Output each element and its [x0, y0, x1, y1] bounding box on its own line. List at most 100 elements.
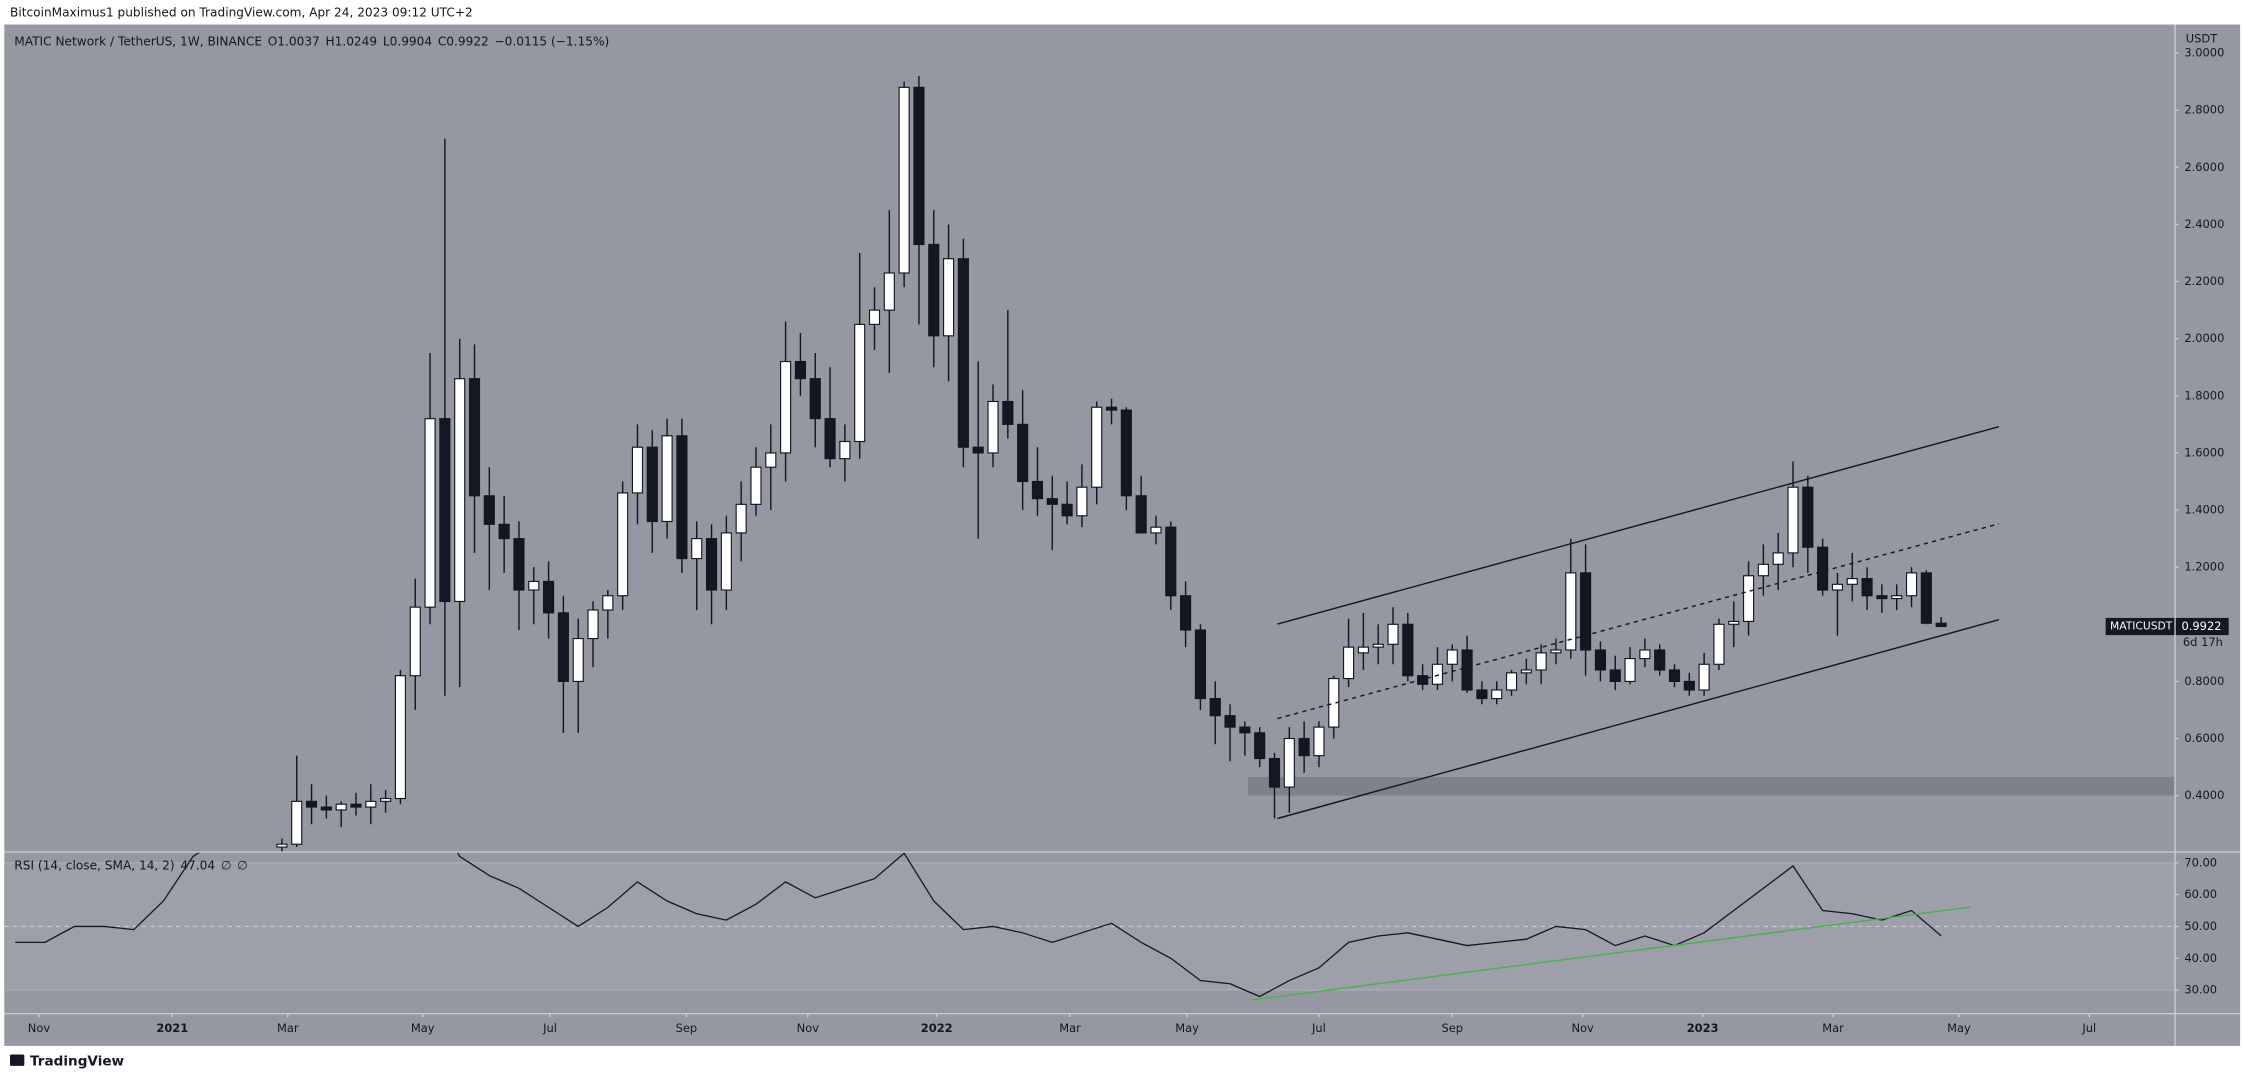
candle-body: [617, 492, 629, 597]
candle-body: [705, 538, 718, 591]
candle-body: [883, 272, 895, 311]
candle-body: [1594, 649, 1606, 671]
x-tick-label: Mar: [1822, 1021, 1844, 1035]
candle-body: [1002, 400, 1014, 425]
candle-body: [854, 323, 866, 443]
candle-body: [1165, 526, 1177, 597]
ohlc-value: 0.9904: [390, 34, 433, 48]
price-pane: [276, 75, 2175, 852]
candle-body: [809, 378, 821, 420]
y-tick-label: 30.00: [2184, 983, 2217, 997]
x-tick-label: Sep: [676, 1021, 698, 1035]
rsi-trendline: [1252, 906, 1971, 1001]
candle-body: [1417, 675, 1429, 685]
y-tick-label: 2.4000: [2184, 217, 2224, 231]
x-tick-label: Jul: [542, 1021, 557, 1035]
candle-body: [409, 606, 421, 677]
symbol-header: MATIC Network / TetherUS, 1W, BINANCE O1.…: [14, 34, 609, 48]
rsi-na: ∅: [221, 858, 232, 872]
candle-body: [1283, 737, 1295, 788]
candle-body: [1431, 663, 1444, 685]
candle-body: [1461, 649, 1473, 691]
candle-body: [1609, 669, 1621, 682]
candle-body: [394, 675, 407, 800]
x-tick-label: 2022: [921, 1021, 953, 1035]
candle-body: [987, 400, 999, 454]
y-tick-label: 1.4000: [2184, 503, 2224, 517]
ohlc-value: 1.0249: [335, 34, 377, 48]
candle-body: [468, 378, 481, 497]
y-tick-label: 0.4000: [2184, 788, 2224, 802]
candle-body: [1076, 486, 1088, 517]
candle-body: [1505, 672, 1518, 691]
candle-body: [1105, 406, 1118, 411]
candle-body: [1891, 595, 1903, 600]
candle-body: [498, 523, 510, 540]
symbol-label-box: [2105, 617, 2175, 636]
rsi-header: RSI (14, close, SMA, 14, 2) 47.04 ∅ ∅: [14, 858, 247, 872]
candle-body: [1446, 649, 1458, 665]
candle-body: [305, 800, 318, 808]
candle-body: [335, 803, 347, 811]
x-tick-label: Jul: [1311, 1021, 1326, 1035]
candle-body: [1342, 646, 1355, 680]
candle-body: [454, 378, 466, 603]
candle-body: [557, 612, 569, 682]
candle-body: [1298, 737, 1310, 757]
candle-body: [1683, 680, 1695, 691]
candle-body: [1624, 657, 1636, 682]
candle-body: [765, 452, 777, 468]
x-tick-label: 2021: [156, 1021, 188, 1035]
change: −0.0115 (−1.15%): [495, 34, 610, 48]
candle-body: [1061, 503, 1073, 517]
candle-body: [646, 446, 658, 523]
candle-body: [1742, 575, 1755, 623]
price-label: 0.9922: [2181, 619, 2221, 633]
candle-body: [1846, 578, 1858, 585]
candle-body: [928, 243, 940, 337]
candle-body: [572, 637, 584, 682]
candle-body: [1787, 486, 1799, 554]
candle-body: [1476, 689, 1488, 700]
candle-body: [794, 360, 807, 380]
candle-body: [1876, 595, 1888, 600]
candle-body: [1209, 697, 1221, 717]
candle-body: [1031, 480, 1044, 500]
support-zone: [1247, 777, 2175, 796]
candle-body: [1728, 620, 1740, 625]
candle-body: [1935, 622, 1947, 628]
x-tick-label: 2023: [1687, 1021, 1719, 1035]
y-tick-label: 2.6000: [2184, 160, 2224, 174]
candle-body: [1387, 623, 1399, 645]
y-tick-label: 0.6000: [2184, 731, 2224, 745]
candle-body: [942, 258, 955, 337]
x-tick-label: May: [1175, 1021, 1199, 1035]
ohlc-value: 1.0037: [277, 34, 319, 48]
ohlc-value: 0.9922: [446, 34, 488, 48]
candle-body: [483, 495, 495, 525]
candle-body: [320, 806, 332, 811]
candle-body: [1091, 406, 1103, 488]
candle-body: [1565, 572, 1577, 651]
x-tick-label: Nov: [797, 1021, 820, 1035]
candle-body: [543, 580, 555, 614]
y-tick-label: 0.8000: [2184, 674, 2224, 688]
y-tick-label: 1.6000: [2184, 445, 2224, 459]
candle-body: [1328, 677, 1340, 728]
rsi-na: ∅: [237, 858, 248, 872]
candle-body: [1580, 572, 1592, 651]
y-tick-label: 2.2000: [2184, 274, 2224, 288]
candle-body: [750, 466, 762, 505]
candle-body: [839, 440, 851, 460]
x-tick-label: May: [1947, 1021, 1971, 1035]
x-tick-label: Nov: [1571, 1021, 1594, 1035]
candle-body: [720, 532, 732, 591]
x-tick-label: Mar: [1059, 1021, 1081, 1035]
candle-body: [424, 418, 436, 608]
candle-body: [587, 609, 599, 640]
candle-body: [1550, 649, 1562, 654]
rsi-value: 47.04: [180, 858, 215, 872]
axes: 0.40000.60000.80001.00001.20001.40001.60…: [28, 46, 2229, 1035]
candle-body: [735, 503, 747, 534]
